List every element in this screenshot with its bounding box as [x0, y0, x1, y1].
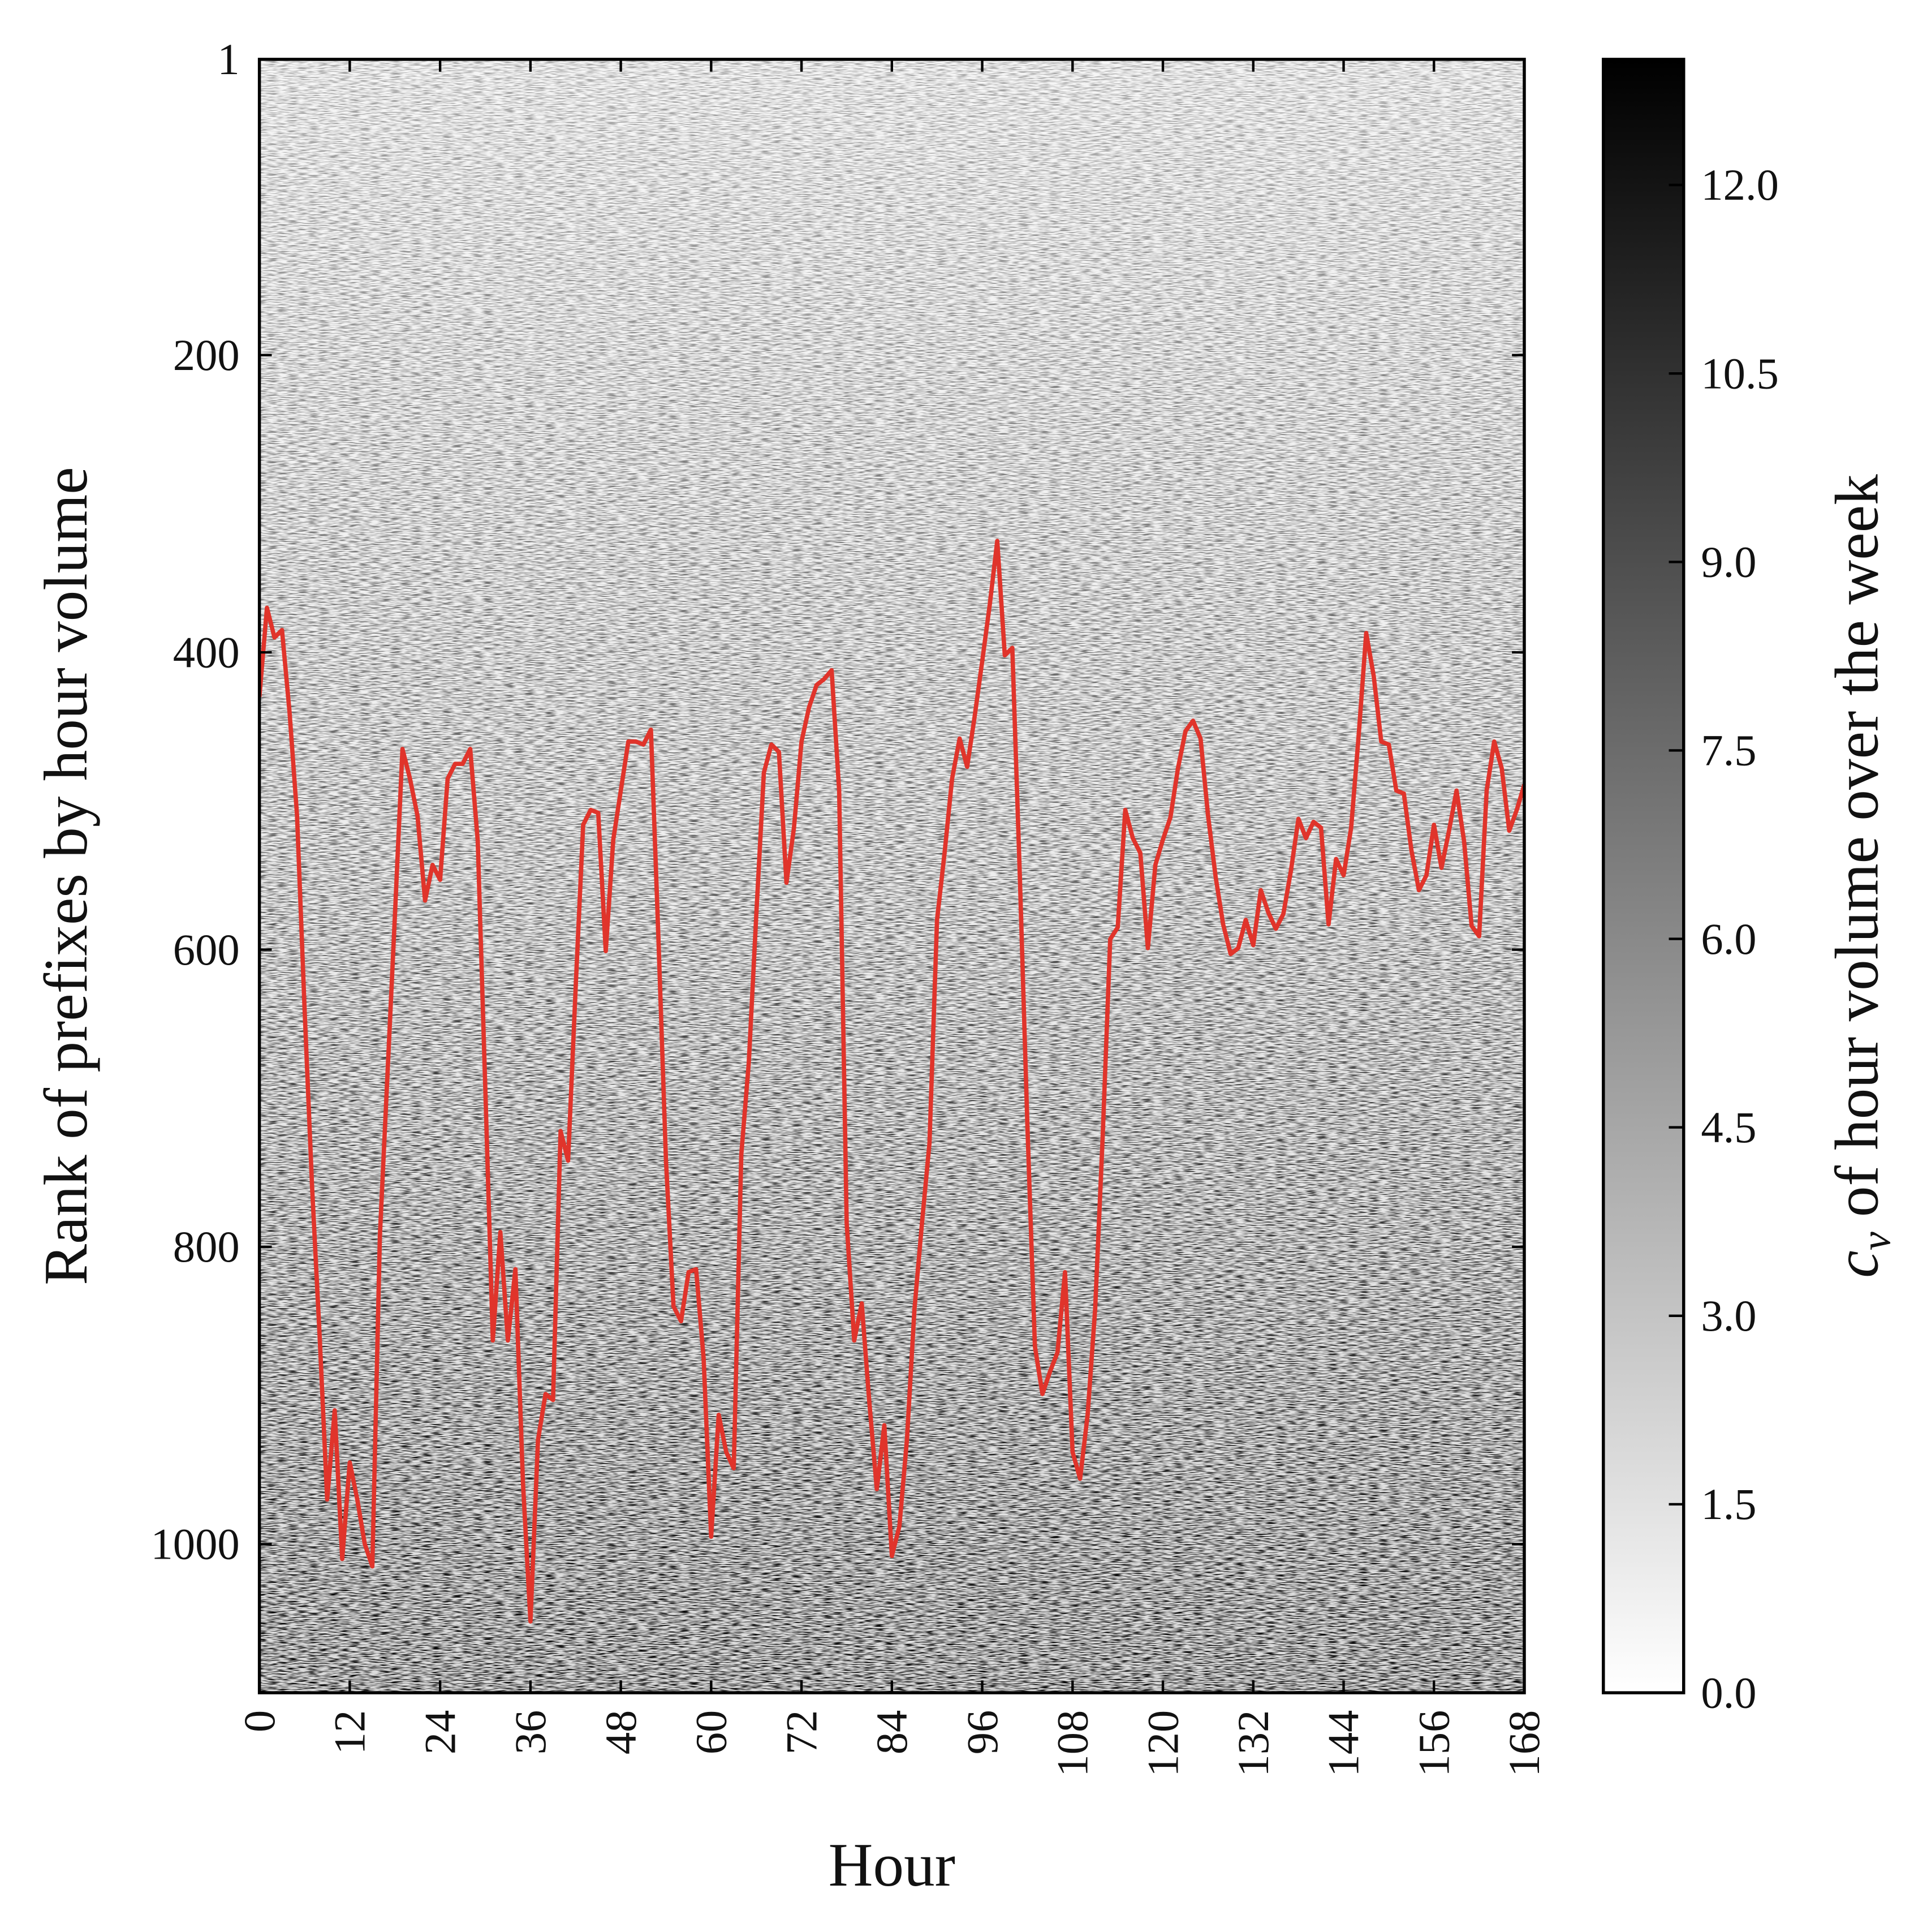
y-axis-label: Rank of prefixes by hour volume — [32, 467, 100, 1285]
y-tick-label: 200 — [173, 331, 240, 380]
x-tick-label: 84 — [868, 1710, 917, 1755]
x-tick-label: 144 — [1320, 1710, 1369, 1777]
x-tick-label: 168 — [1500, 1710, 1549, 1777]
x-tick-label: 156 — [1409, 1710, 1459, 1777]
x-tick-label: 96 — [958, 1710, 1007, 1755]
colorbar-tick-label: 6.0 — [1701, 915, 1756, 964]
series-line — [259, 539, 1525, 1624]
colorbar-tick-label: 4.5 — [1701, 1103, 1756, 1152]
x-tick-label: 36 — [506, 1710, 555, 1755]
colorbar-tick-label: 9.0 — [1701, 537, 1756, 587]
colorbar-tick-label: 0.0 — [1701, 1668, 1756, 1718]
colorbar-label: cv of hour volume over the week — [1823, 474, 1900, 1278]
x-tick-label: 12 — [326, 1710, 375, 1755]
x-tick-label: 48 — [597, 1710, 646, 1755]
colorbar-tick-label: 1.5 — [1701, 1480, 1756, 1529]
colorbar-symbol: c — [1823, 1250, 1891, 1277]
x-tick-label: 120 — [1139, 1710, 1188, 1777]
y-tick-label: 400 — [173, 628, 240, 677]
x-tick-label: 0 — [235, 1710, 284, 1732]
colorbar-tick-label: 12.0 — [1701, 161, 1779, 210]
heatmap-texture — [259, 59, 1525, 1693]
x-tick-label: 24 — [416, 1710, 465, 1755]
x-axis-label: Hour — [829, 1831, 955, 1899]
colorbar-tick-label: 10.5 — [1701, 349, 1779, 398]
x-tick-label: 108 — [1049, 1710, 1098, 1777]
colorbar-tick-label: 3.0 — [1701, 1292, 1756, 1341]
colorbar — [1602, 58, 1685, 1694]
plot-area — [259, 539, 1525, 1624]
y-tick-label: 600 — [173, 926, 240, 975]
y-tick-label: 1000 — [150, 1520, 239, 1569]
colorbar-subscript: v — [1853, 1232, 1899, 1250]
y-tick-label: 1 — [217, 35, 239, 84]
x-tick-label: 60 — [687, 1710, 736, 1755]
colorbar-label-text: of hour volume over the week — [1823, 474, 1891, 1217]
x-tick-label: 132 — [1229, 1710, 1278, 1777]
colorbar-tick-label: 7.5 — [1701, 726, 1756, 776]
y-tick-label: 800 — [173, 1223, 240, 1272]
x-tick-label: 72 — [777, 1710, 826, 1755]
